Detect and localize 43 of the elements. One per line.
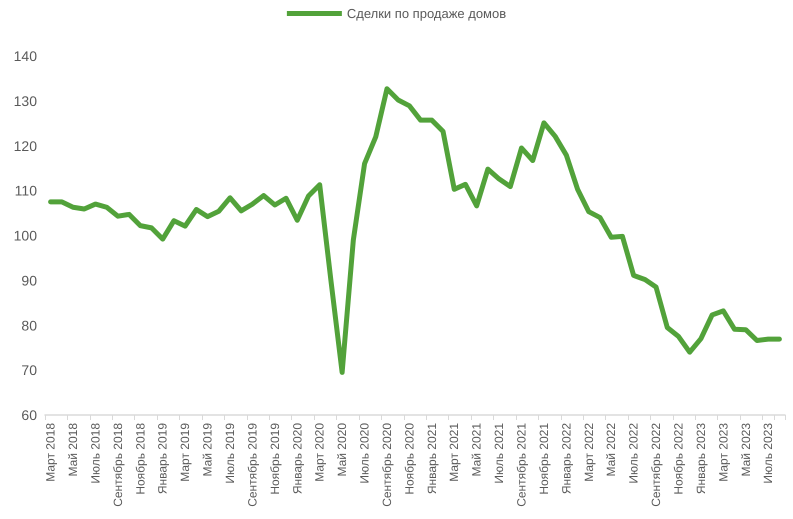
y-tick-label: 90 (21, 272, 38, 288)
x-tick-label: Сентябрь 2021 (514, 422, 529, 507)
x-tick-label: Май 2020 (335, 422, 350, 477)
x-tick-label: Январь 2023 (694, 422, 708, 494)
y-tick-label: 100 (14, 228, 38, 244)
x-tick-label: Сентябрь 2020 (380, 422, 394, 507)
x-tick-label: Июль 2019 (223, 422, 237, 484)
y-tick-label: 80 (21, 317, 38, 334)
x-tick-label: Март 2020 (312, 422, 327, 482)
x-tick-label: Январь 2022 (559, 422, 574, 494)
x-tick-label: Май 2022 (604, 422, 618, 477)
x-tick-label: Март 2018 (44, 422, 58, 482)
y-tick-label: 70 (21, 362, 38, 378)
x-tick-label: Май 2018 (66, 422, 80, 477)
x-tick-label: Январь 2019 (156, 422, 170, 494)
x-tick-label: Ноябрь 2021 (536, 422, 551, 495)
x-tick-label: Май 2019 (200, 422, 215, 477)
x-tick-label: Март 2023 (716, 422, 730, 482)
x-tick-label: Июль 2018 (88, 422, 102, 484)
x-tick-label: Ноябрь 2020 (402, 422, 416, 495)
x-tick-label: Июль 2020 (358, 422, 372, 484)
y-tick-label: 120 (14, 138, 38, 154)
x-tick-label: Ноябрь 2018 (133, 422, 148, 495)
x-tick-label: Июль 2021 (492, 422, 506, 484)
y-tick-label: 110 (14, 182, 38, 199)
x-tick-label: Сентябрь 2019 (245, 422, 260, 507)
y-tick-label: 130 (14, 92, 38, 109)
x-tick-label: Июль 2022 (626, 422, 641, 484)
x-tick-label: Март 2021 (447, 422, 462, 482)
x-tick-label: Январь 2021 (424, 422, 439, 494)
x-tick-label: Июль 2023 (761, 422, 776, 484)
x-tick-label: Март 2019 (178, 422, 192, 482)
x-tick-label: Ноябрь 2019 (268, 422, 282, 495)
legend-label: Сделки по продаже домов (346, 6, 506, 21)
x-tick-label: Январь 2020 (290, 422, 304, 494)
y-tick-label: 140 (14, 48, 38, 64)
x-tick-label: Май 2023 (738, 422, 753, 477)
x-tick-label: Май 2021 (470, 422, 484, 477)
x-tick-label: Сентябрь 2018 (110, 422, 125, 507)
y-tick-label: 60 (21, 407, 38, 423)
x-tick-label: Март 2022 (582, 422, 596, 482)
x-tick-label: Сентябрь 2022 (649, 422, 664, 507)
x-tick-label: Ноябрь 2022 (671, 422, 686, 495)
